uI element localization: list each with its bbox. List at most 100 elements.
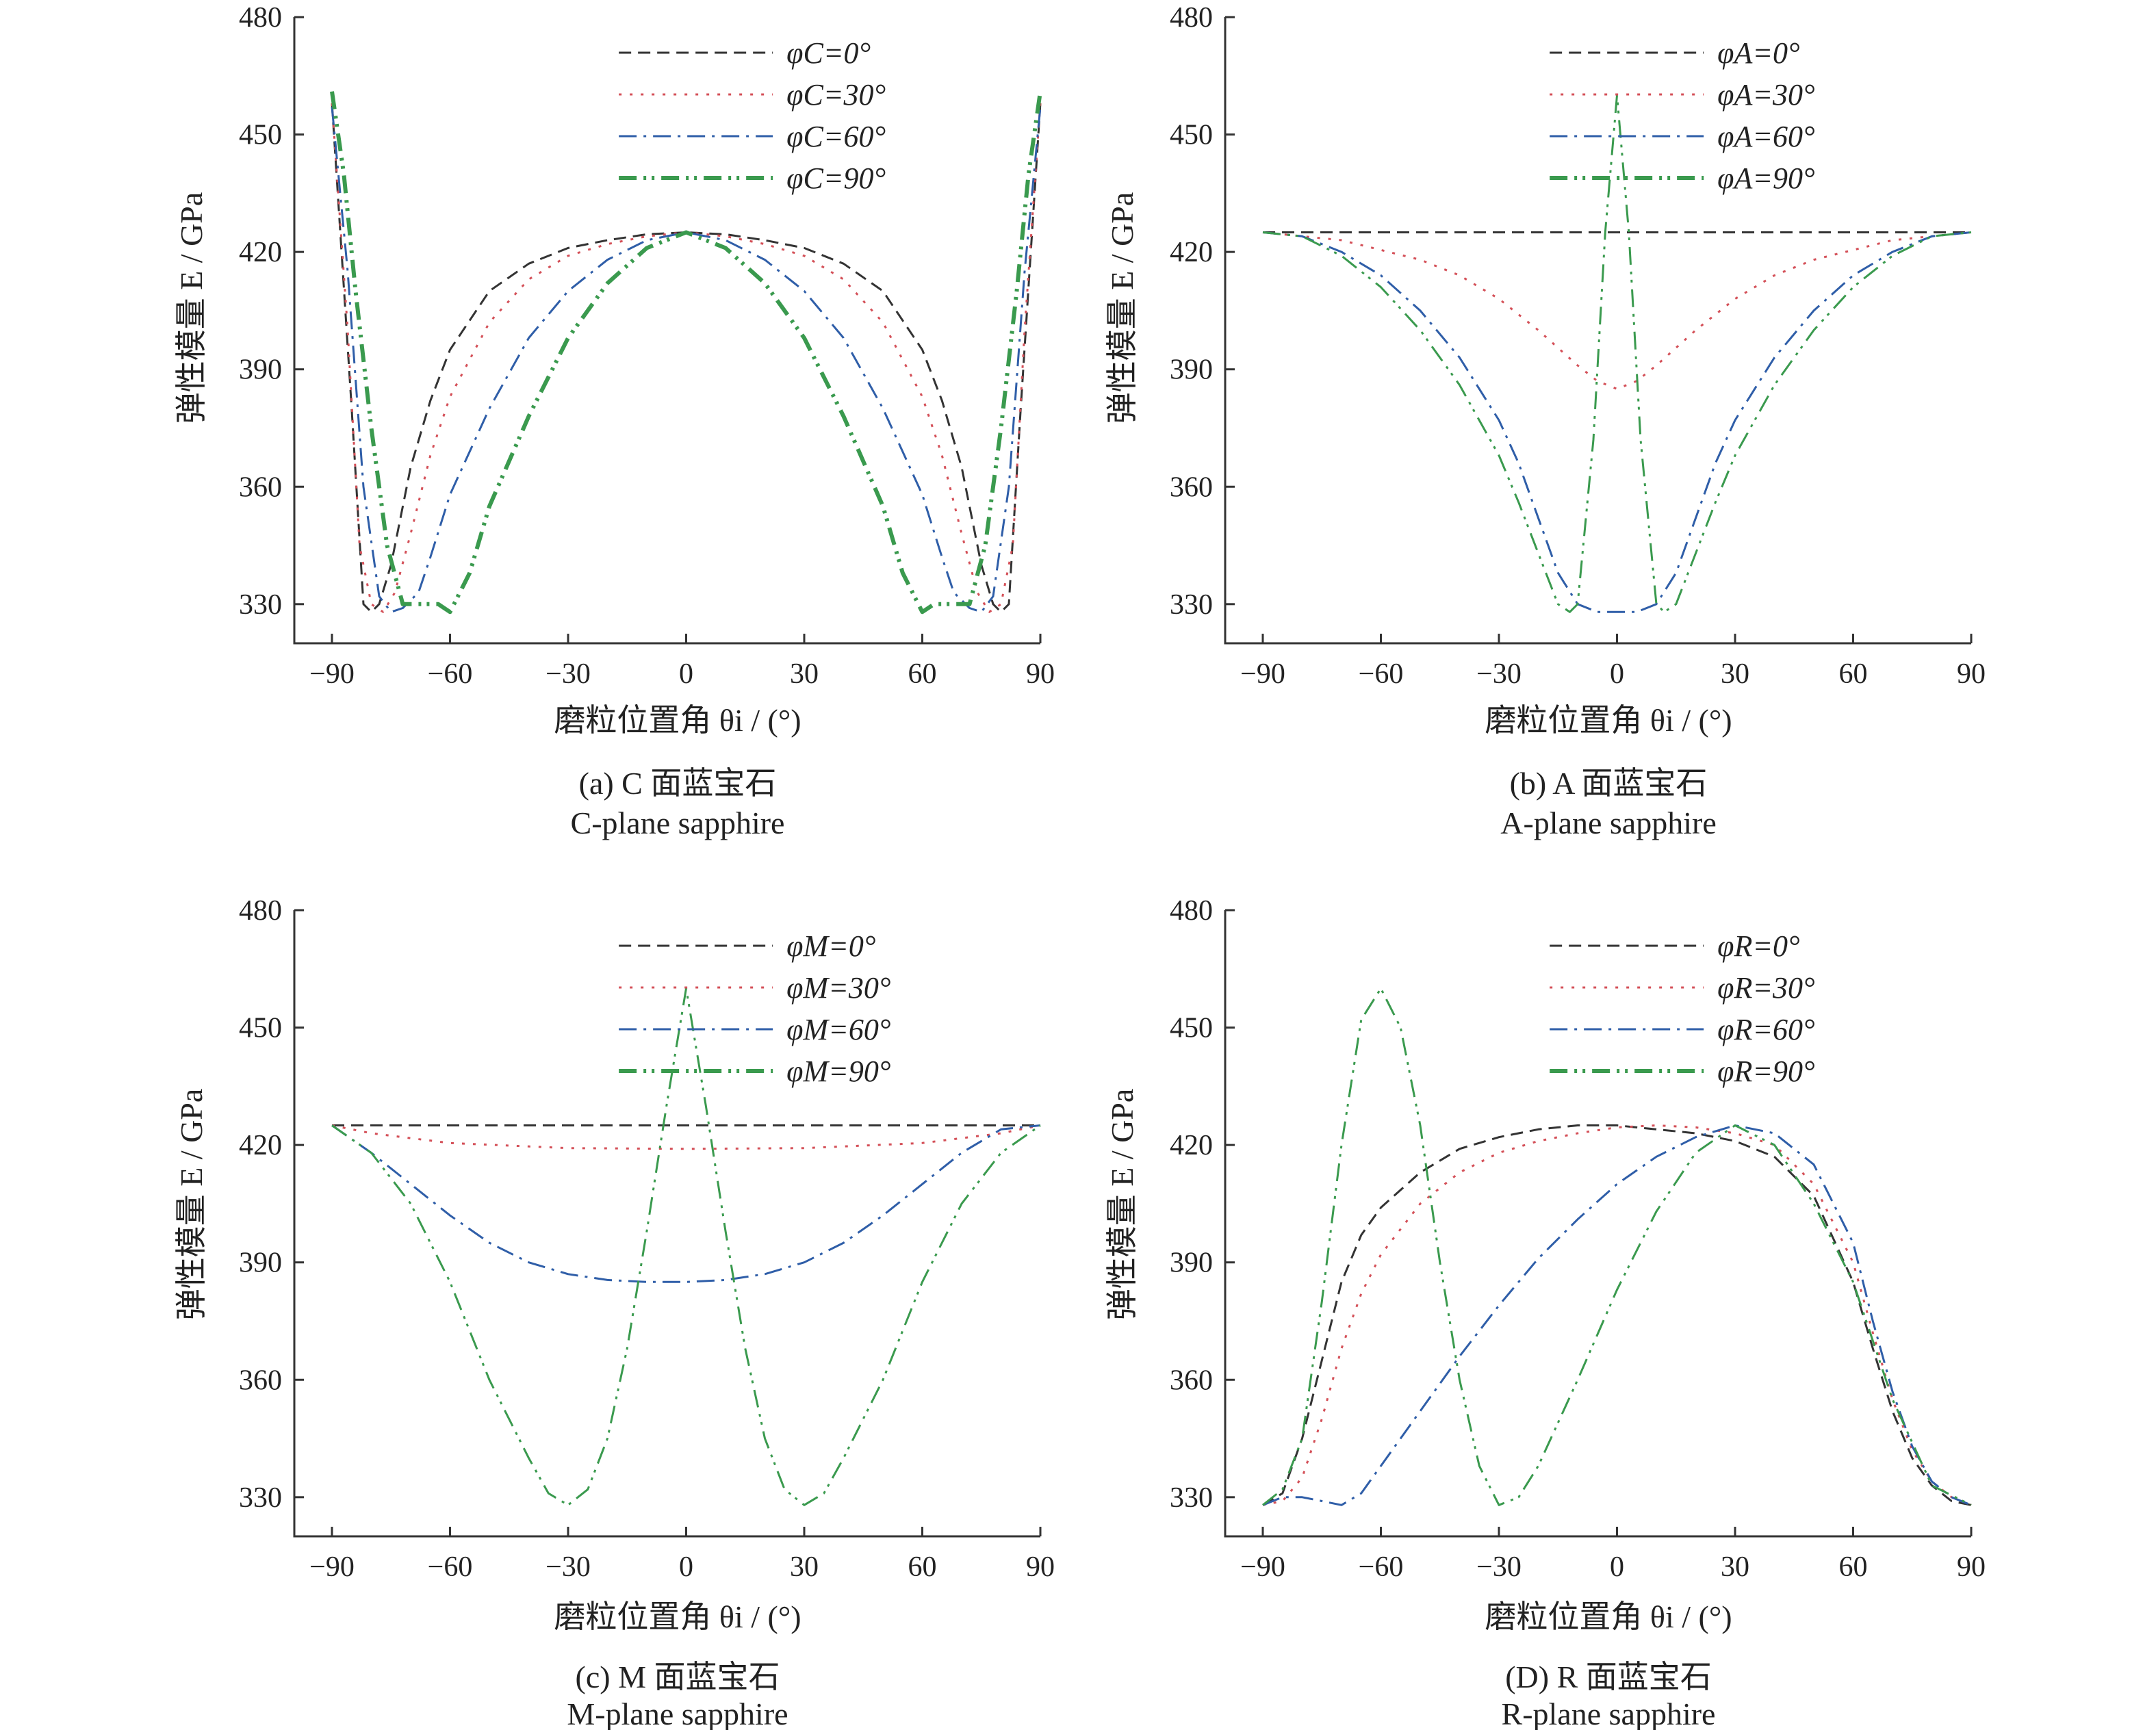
y-tick-label: 390 (239, 1248, 282, 1279)
x-tick-label: −60 (428, 1551, 473, 1583)
x-axis-label: 磨粒位置角 θi / (°) (554, 1599, 801, 1634)
x-tick-label: −60 (428, 658, 473, 690)
y-tick-label: 480 (239, 895, 282, 927)
y-tick-label: 360 (239, 1365, 282, 1396)
y-axis-label: 弹性模量 E / GPa (1105, 192, 1140, 424)
y-tick-label: 330 (1170, 589, 1213, 621)
y-tick-label: 480 (1170, 895, 1213, 927)
legend-label: φR=0° (1717, 929, 1800, 963)
x-axis-label: 磨粒位置角 θi / (°) (1485, 703, 1732, 738)
y-tick-label: 360 (1170, 472, 1213, 503)
y-tick-label: 450 (239, 120, 282, 151)
y-tick-label: 420 (239, 1130, 282, 1161)
y-tick-label: 420 (1170, 1130, 1213, 1161)
series-line-2 (1262, 1124, 1972, 1506)
series-line-2 (331, 107, 1042, 613)
series-line-2 (1262, 231, 1972, 613)
y-tick-label: 420 (1170, 237, 1213, 268)
series-line-1 (331, 1124, 1041, 1150)
x-tick-label: 60 (908, 1551, 937, 1583)
y-tick-label: 450 (1170, 120, 1213, 151)
x-tick-label: −90 (309, 1551, 355, 1583)
axes-frame (293, 17, 1040, 645)
x-tick-label: −60 (1359, 1551, 1404, 1583)
panel-c: 弹性模量 E / GPa 磨粒位置角 θi / (°) (c) M 面蓝宝石 M… (174, 895, 1055, 1730)
legend-label: φA=90° (1717, 162, 1815, 195)
x-tick-label: 60 (1839, 1551, 1868, 1583)
x-axis-label: 磨粒位置角 θi / (°) (1485, 1599, 1732, 1634)
caption-en: C-plane sapphire (571, 805, 785, 840)
y-tick-label: 330 (1170, 1482, 1213, 1514)
axes-frame (293, 910, 1040, 1538)
x-tick-label: 90 (1957, 658, 1986, 690)
legend-label: φC=0° (786, 36, 871, 70)
panel-d: 弹性模量 E / GPa 磨粒位置角 θi / (°) (D) R 面蓝宝石 R… (1105, 895, 1986, 1730)
x-tick-label: 30 (1721, 1551, 1749, 1583)
series-line-1 (1262, 231, 1972, 390)
series-line-0 (1262, 1124, 1972, 1506)
legend-label: φC=30° (786, 78, 886, 112)
series-line-3 (1262, 987, 1972, 1506)
caption-cn: (b) A 面蓝宝石 (1510, 766, 1708, 801)
x-tick-label: 60 (908, 658, 937, 690)
x-tick-label: 30 (790, 658, 819, 690)
series-line-3 (330, 91, 1042, 615)
x-tick-label: −30 (1476, 658, 1522, 690)
y-tick-label: 390 (1170, 354, 1213, 386)
panel-b: 弹性模量 E / GPa 磨粒位置角 θi / (°) (b) A 面蓝宝石 A… (1105, 2, 1986, 840)
series-line-3 (1262, 94, 1972, 613)
x-tick-label: −30 (546, 658, 591, 690)
legend-label: φC=60° (786, 120, 886, 153)
x-tick-label: 90 (1026, 658, 1055, 690)
legend-label: φC=90° (786, 162, 886, 195)
axes-frame (1224, 17, 1971, 645)
y-tick-label: 330 (239, 1482, 282, 1514)
y-tick-label: 390 (239, 354, 282, 386)
y-tick-label: 420 (239, 237, 282, 268)
panel-a: 弹性模量 E / GPa 磨粒位置角 θi / (°) (a) C 面蓝宝石 C… (174, 2, 1055, 840)
x-tick-label: −30 (1476, 1551, 1522, 1583)
x-tick-label: 0 (679, 658, 693, 690)
x-tick-label: −90 (1240, 1551, 1285, 1583)
x-tick-label: 30 (1721, 658, 1749, 690)
caption-en: A-plane sapphire (1500, 805, 1717, 840)
x-axis-label: 磨粒位置角 θi / (°) (554, 703, 801, 738)
y-axis-label: 弹性模量 E / GPa (174, 1089, 209, 1321)
legend-label: φM=90° (786, 1055, 890, 1088)
axes-frame (1224, 910, 1971, 1538)
series-line-2 (331, 1124, 1041, 1283)
y-tick-label: 390 (1170, 1248, 1213, 1279)
caption-en: M-plane sapphire (567, 1696, 788, 1730)
legend-label: φR=60° (1717, 1013, 1815, 1046)
x-tick-label: 0 (1610, 1551, 1624, 1583)
legend-label: φA=0° (1717, 36, 1800, 70)
y-tick-label: 480 (1170, 2, 1213, 34)
y-tick-label: 480 (239, 2, 282, 34)
y-axis-label: 弹性模量 E / GPa (174, 192, 209, 424)
caption-cn: (D) R 面蓝宝石 (1505, 1660, 1712, 1694)
legend-label: φM=0° (786, 929, 875, 963)
series-line-3 (331, 987, 1041, 1506)
x-tick-label: −60 (1359, 658, 1404, 690)
x-tick-label: 60 (1839, 658, 1868, 690)
series-line-1 (1262, 1124, 1972, 1506)
legend-label: φA=60° (1717, 120, 1815, 153)
x-tick-label: −30 (546, 1551, 591, 1583)
caption-cn: (a) C 面蓝宝石 (579, 766, 777, 801)
x-tick-label: 90 (1026, 1551, 1055, 1583)
y-tick-label: 360 (239, 472, 282, 503)
y-tick-label: 450 (239, 1013, 282, 1044)
x-tick-label: −90 (309, 658, 355, 690)
x-tick-label: 30 (790, 1551, 819, 1583)
y-axis-label: 弹性模量 E / GPa (1105, 1089, 1140, 1321)
x-tick-label: 0 (679, 1551, 693, 1583)
legend-label: φM=30° (786, 971, 890, 1005)
legend-label: φA=30° (1717, 78, 1815, 112)
y-tick-label: 330 (239, 589, 282, 621)
x-tick-label: −90 (1240, 658, 1285, 690)
legend-label: φM=60° (786, 1013, 890, 1046)
caption-en: R-plane sapphire (1502, 1696, 1716, 1730)
legend-label: φR=90° (1717, 1055, 1815, 1088)
caption-cn: (c) M 面蓝宝石 (576, 1660, 780, 1694)
